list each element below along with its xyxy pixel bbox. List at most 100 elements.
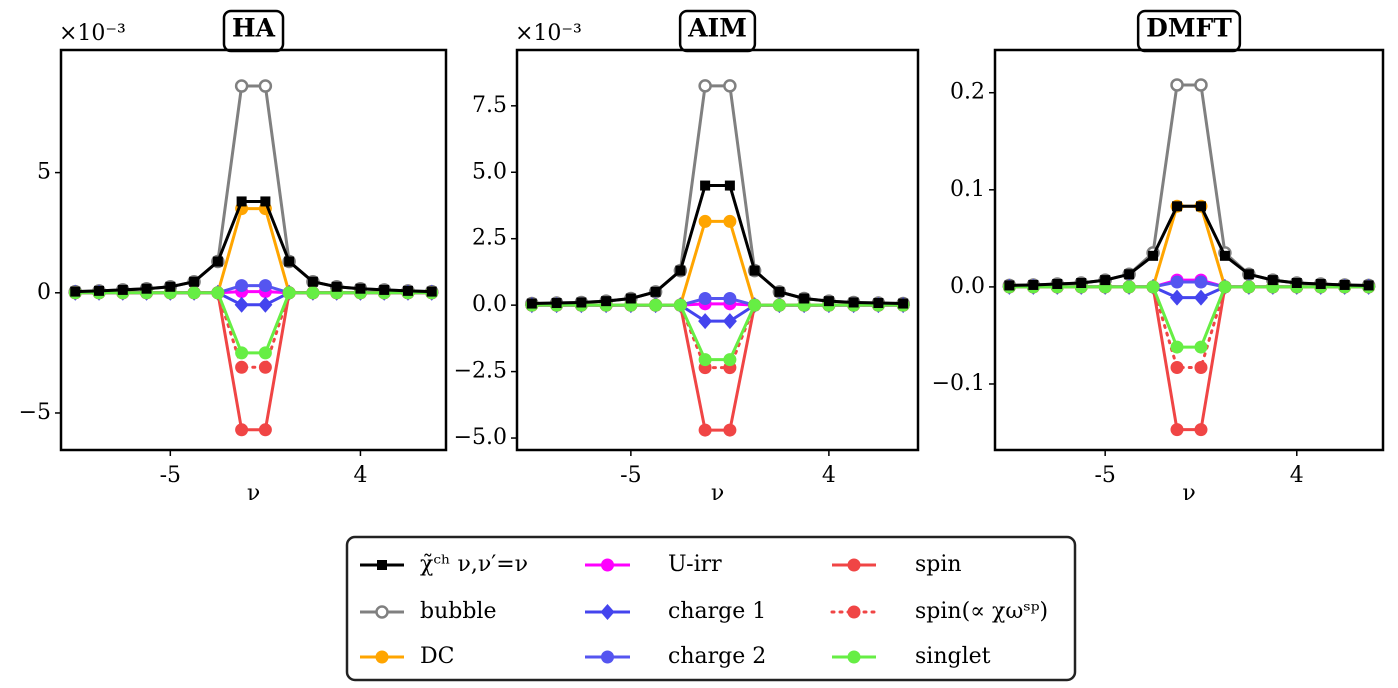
series-line (531, 84, 904, 306)
marker (282, 286, 296, 300)
marker (235, 423, 249, 437)
marker (1291, 278, 1302, 289)
legend-marker (847, 605, 861, 619)
marker (799, 293, 810, 304)
marker (1076, 278, 1087, 289)
series-line (75, 84, 432, 294)
series-line (1009, 83, 1369, 287)
y-offset-label: ×10⁻³ (59, 21, 126, 46)
marker (1004, 280, 1015, 291)
marker (1218, 280, 1232, 294)
y-tick-label: −5 (19, 400, 51, 425)
panel-title: AIM (687, 14, 747, 43)
marker (576, 297, 587, 308)
marker (698, 292, 712, 306)
marker (1195, 201, 1206, 212)
marker (749, 265, 760, 276)
marker (748, 298, 762, 312)
marker (1194, 360, 1208, 374)
x-axis-label: ν (1182, 481, 1195, 506)
legend-marker (847, 558, 861, 572)
panel-title: HA (232, 14, 276, 43)
marker (1170, 423, 1184, 437)
y-tick-label: 2.5 (472, 226, 507, 251)
series-line (75, 291, 432, 355)
marker (723, 353, 737, 367)
marker (1267, 275, 1278, 286)
marker (212, 256, 223, 267)
marker (649, 298, 663, 312)
marker (211, 286, 225, 300)
marker (526, 298, 537, 309)
marker (402, 285, 413, 296)
legend-label: χ̃ᶜʰ ν,ν′=ν (420, 552, 528, 577)
marker (1219, 250, 1230, 261)
marker (625, 293, 636, 304)
marker (772, 298, 786, 312)
marker (723, 292, 737, 306)
marker (698, 214, 712, 228)
series-line (1007, 285, 1371, 369)
legend-frame (345, 535, 1077, 682)
marker (379, 284, 390, 295)
legend-label: bubble (420, 599, 496, 624)
marker (1315, 278, 1326, 289)
series-line (531, 303, 904, 323)
series-line (75, 199, 432, 294)
marker (1363, 280, 1374, 291)
series-line (1009, 204, 1369, 287)
marker (284, 256, 295, 267)
legend-marker (375, 650, 389, 664)
series-line (531, 219, 904, 307)
legend-label: singlet (915, 644, 991, 669)
marker (698, 353, 712, 367)
series-line (531, 303, 904, 432)
marker (673, 298, 687, 312)
legend-marker (375, 605, 389, 619)
marker (258, 423, 272, 437)
marker (235, 279, 249, 293)
marker (187, 286, 201, 300)
marker (698, 423, 712, 437)
legend-label: spin (915, 552, 962, 577)
y-tick-label: 5.0 (472, 159, 507, 184)
marker (1170, 340, 1184, 354)
marker (1339, 279, 1350, 290)
marker (1194, 340, 1208, 354)
series-line (75, 207, 432, 295)
marker (698, 313, 713, 330)
y-offset-label: ×10⁻³ (515, 21, 582, 46)
marker (117, 284, 128, 295)
marker (723, 423, 737, 437)
y-tick-label: −2.5 (454, 359, 507, 384)
marker (258, 346, 272, 360)
marker (1194, 78, 1208, 92)
axes-frame (993, 48, 1385, 452)
marker (306, 286, 320, 300)
marker (1242, 280, 1256, 294)
x-tick-label: -5 (1094, 463, 1115, 488)
marker (355, 283, 366, 294)
legend-label: DC (420, 644, 454, 669)
marker (1194, 275, 1208, 289)
marker (1100, 275, 1111, 286)
y-tick-label: 0.0 (472, 292, 507, 317)
y-tick-label: 0 (37, 280, 51, 305)
marker (260, 196, 271, 207)
marker (1170, 289, 1185, 306)
y-tick-label: 7.5 (472, 93, 507, 118)
marker (70, 286, 81, 297)
marker (258, 79, 273, 93)
legend-marker (847, 650, 861, 664)
marker (601, 296, 612, 307)
legend-label: charge 1 (668, 599, 766, 624)
marker (1052, 278, 1063, 289)
marker (234, 79, 249, 93)
marker (1193, 289, 1208, 306)
y-tick-label: 0.2 (950, 80, 985, 105)
x-tick-label: 4 (1290, 463, 1304, 488)
legend-label: spin(∝ χωˢᵖ) (915, 599, 1048, 624)
marker (1148, 250, 1159, 261)
x-tick-label: -5 (160, 463, 181, 488)
marker (1170, 275, 1184, 289)
